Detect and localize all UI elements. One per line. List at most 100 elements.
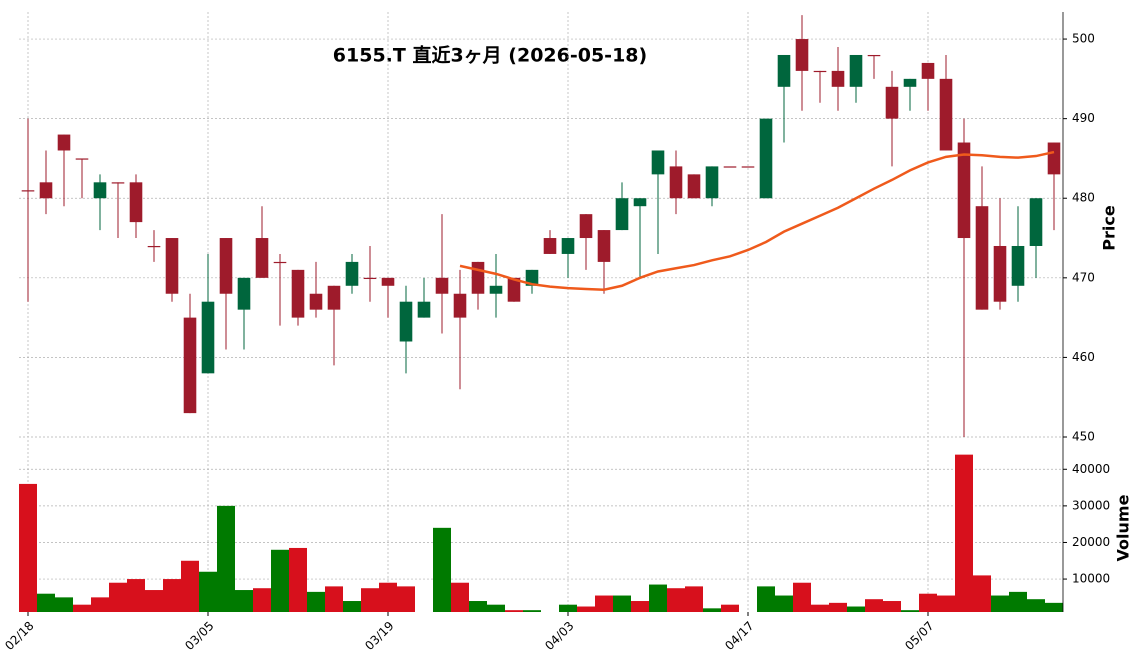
y-tick-label: 20000: [1072, 535, 1110, 549]
volume-bar: [577, 606, 595, 612]
candle-body: [165, 238, 179, 294]
y-tick-label: 470: [1072, 270, 1095, 284]
volume-bar: [181, 560, 199, 612]
volume-bar: [505, 610, 523, 612]
candle-body: [921, 62, 935, 79]
volume-bar: [631, 601, 649, 612]
candle-body: [507, 277, 521, 302]
volume-bar: [127, 579, 145, 612]
volume-bar: [289, 547, 307, 612]
volume-bar: [901, 610, 919, 612]
candle-body: [1029, 198, 1043, 246]
y-tick-label: 30000: [1072, 498, 1110, 512]
volume-bar: [325, 586, 343, 612]
x-tick-label: 05/07: [902, 619, 936, 653]
candle-body: [93, 182, 107, 199]
volume-bar: [379, 582, 397, 612]
candle-body: [867, 54, 881, 57]
volume-bar: [595, 595, 613, 612]
candle-body: [291, 269, 305, 318]
candle-body: [399, 301, 413, 342]
x-tick-label: 02/18: [2, 619, 36, 653]
volume-bar: [523, 610, 541, 612]
volume-bar: [613, 595, 631, 612]
candle-body: [273, 261, 287, 264]
candle-body: [957, 142, 971, 239]
candle-body: [219, 238, 233, 294]
candle-body: [633, 198, 647, 207]
candle-body: [975, 206, 989, 310]
candle-body: [417, 301, 431, 318]
candle-body: [597, 230, 611, 262]
candle-body: [939, 78, 953, 151]
volume-bar: [163, 579, 181, 612]
volume-bar: [397, 586, 415, 612]
candle-body: [543, 238, 557, 254]
volume-bar: [667, 588, 685, 612]
chart-title: 6155.T 直近3ヶ月 (2026-05-18): [333, 44, 647, 67]
volume-bar: [217, 505, 235, 612]
candle-body: [723, 166, 737, 168]
x-tick-label: 04/03: [542, 619, 576, 653]
x-tick-label: 03/05: [182, 619, 216, 653]
candle-body: [795, 39, 809, 71]
x-tick-label: 04/17: [722, 619, 756, 653]
candle-body: [57, 134, 71, 151]
candle-body: [903, 78, 917, 87]
volume-bar: [973, 575, 991, 612]
candle-body: [183, 317, 197, 414]
volume-bar: [991, 595, 1009, 612]
y-axis-label: Price: [1100, 205, 1119, 251]
volume-bar: [37, 593, 55, 612]
candle-body: [1047, 142, 1061, 175]
volume-bar: [235, 590, 253, 612]
volume-bar: [865, 599, 883, 612]
moving-average: [459, 150, 1055, 292]
volume-bar: [199, 571, 217, 612]
volume-bar: [883, 601, 901, 612]
volume-bar: [1027, 599, 1045, 612]
candle-body: [579, 214, 593, 239]
volume-bar: [451, 582, 469, 612]
volume-bar: [307, 591, 325, 612]
candle-body: [255, 238, 269, 278]
candle-body: [813, 70, 827, 73]
candle-body: [471, 261, 485, 294]
candle-body: [129, 182, 143, 223]
volume-bar: [19, 483, 37, 612]
candle-body: [201, 301, 215, 374]
volume-bar: [757, 586, 775, 612]
volume-bar: [73, 604, 91, 612]
candle-body: [75, 158, 89, 160]
candle-body: [831, 70, 845, 87]
candle-body: [669, 166, 683, 199]
volume-bar: [1045, 602, 1063, 612]
candle-body: [147, 245, 161, 248]
candle-body: [237, 277, 251, 310]
volume-bar: [469, 601, 487, 612]
volume-bar: [487, 604, 505, 612]
candle-body: [39, 182, 53, 199]
candle-body: [687, 174, 701, 199]
x-tick-label: 03/19: [362, 619, 396, 653]
volume-bar: [955, 454, 973, 612]
candle-body: [561, 238, 575, 254]
volume-bar: [703, 608, 721, 612]
volume-axis-label: Volume: [1114, 494, 1133, 561]
volume-bar: [775, 595, 793, 612]
y-tick-label: 10000: [1072, 572, 1110, 586]
y-tick-label: 460: [1072, 350, 1095, 364]
volume-bar: [721, 604, 739, 612]
candle-body: [705, 166, 719, 199]
y-tick-label: 500: [1072, 32, 1095, 46]
volume-bar: [847, 606, 865, 612]
candle-body: [1011, 245, 1025, 286]
volume-bar: [91, 597, 109, 612]
candle-body: [21, 190, 35, 192]
volume-bar: [55, 597, 73, 612]
candle-body: [777, 54, 791, 87]
candle-body: [651, 150, 665, 175]
volume-bar: [829, 602, 847, 612]
